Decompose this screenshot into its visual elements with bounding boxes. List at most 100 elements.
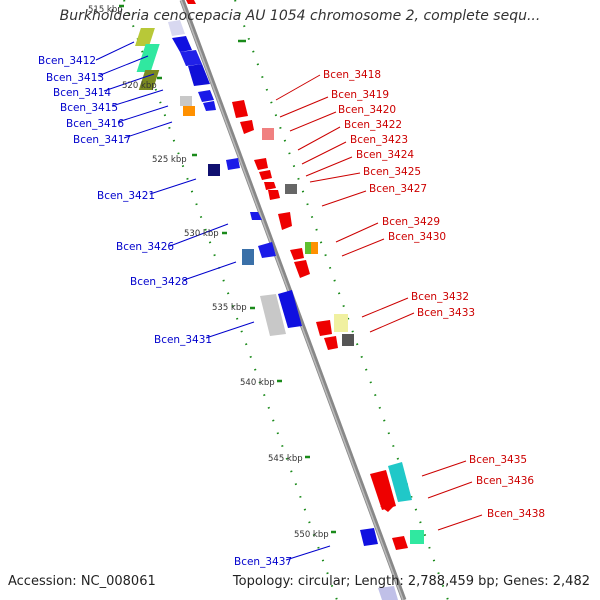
- gene-block: [388, 462, 412, 502]
- gene-block: [135, 28, 155, 46]
- gene-label[interactable]: Bcen_3431: [154, 334, 212, 346]
- page-title: Burkholderia cenocepacia AU 1054 chromos…: [59, 8, 541, 24]
- leader-line: [335, 222, 379, 243]
- gene-block: [258, 242, 276, 258]
- right-leader-lines: [275, 74, 483, 531]
- gene-block: [138, 70, 160, 90]
- gene-block: [410, 530, 424, 544]
- gene-block: [260, 294, 286, 336]
- leader-line: [309, 172, 361, 183]
- right-gene-labels: Bcen_3418 Bcen_3419 Bcen_3420 Bcen_3422 …: [323, 69, 545, 520]
- leader-line: [123, 121, 173, 139]
- gene-block: [305, 242, 311, 254]
- gene-label[interactable]: Bcen_3436: [476, 475, 534, 487]
- leader-line: [183, 261, 237, 281]
- gene-block: [278, 212, 292, 230]
- kbp-label: 540 kbp: [240, 378, 275, 388]
- kbp-label: 520 kbp: [122, 81, 157, 91]
- accession-text: Accession: NC_008061: [8, 574, 156, 589]
- gene-label[interactable]: Bcen_3416: [66, 118, 124, 130]
- gene-block: [188, 64, 210, 86]
- gene-label[interactable]: Bcen_3433: [417, 307, 475, 319]
- gene-block: [203, 101, 216, 111]
- gene-block: [242, 249, 254, 265]
- leader-line: [289, 111, 337, 132]
- gene-block: [278, 290, 302, 328]
- gene-block: [186, 0, 196, 4]
- gene-label[interactable]: Bcen_3432: [411, 291, 469, 303]
- gene-label[interactable]: Bcen_3417: [73, 134, 131, 146]
- gene-label[interactable]: Bcen_3429: [382, 216, 440, 228]
- gene-label[interactable]: Bcen_3435: [469, 454, 527, 466]
- leader-line: [275, 74, 321, 101]
- gene-label[interactable]: Bcen_3412: [38, 55, 96, 67]
- gene-label[interactable]: Bcen_3425: [363, 166, 421, 178]
- gene-block: [259, 170, 272, 180]
- gene-label[interactable]: Bcen_3423: [350, 134, 408, 146]
- gene-block: [262, 128, 274, 140]
- gene-label[interactable]: Bcen_3421: [97, 190, 155, 202]
- leader-line: [285, 545, 331, 561]
- gene-block: [136, 44, 160, 72]
- leader-line: [437, 514, 483, 531]
- left-leader-lines: [95, 41, 331, 561]
- leader-line: [421, 460, 467, 477]
- kbp-label: 515 kbp: [88, 5, 123, 15]
- leader-line: [117, 105, 169, 123]
- leader-line: [321, 190, 367, 207]
- gene-block: [198, 90, 214, 102]
- gene-block: [290, 248, 304, 260]
- gene-block: [180, 96, 192, 106]
- gene-block: [172, 36, 192, 52]
- gene-block: [294, 260, 310, 278]
- left-gene-labels: Bcen_3412 Bcen_3413 Bcen_3414 Bcen_3415 …: [38, 55, 292, 568]
- gene-label[interactable]: Bcen_3424: [356, 149, 414, 161]
- gene-block: [378, 586, 398, 600]
- leader-line: [279, 96, 329, 118]
- gene-label[interactable]: Bcen_3427: [369, 183, 427, 195]
- gene-label[interactable]: Bcen_3422: [344, 119, 402, 131]
- gene-block: [285, 184, 297, 194]
- leader-line: [427, 481, 473, 499]
- leader-line: [369, 312, 415, 333]
- gene-block: [264, 182, 276, 190]
- leader-line: [97, 55, 149, 77]
- gene-block: [254, 158, 268, 170]
- gene-label[interactable]: Bcen_3414: [53, 87, 111, 99]
- gene-label[interactable]: Bcen_3437: [234, 556, 292, 568]
- gene-block: [183, 106, 195, 116]
- gene-block: [370, 470, 396, 510]
- gene-label[interactable]: Bcen_3426: [116, 241, 174, 253]
- gene-label[interactable]: Bcen_3428: [130, 276, 188, 288]
- gene-label[interactable]: Bcen_3415: [60, 102, 118, 114]
- kbp-label: 545 kbp: [268, 454, 303, 464]
- gene-block: [360, 528, 378, 546]
- gene-label[interactable]: Bcen_3430: [388, 231, 446, 243]
- leader-line: [361, 297, 409, 318]
- gene-block: [392, 536, 408, 550]
- kbp-label: 535 kbp: [212, 303, 247, 313]
- gene-label[interactable]: Bcen_3413: [46, 72, 104, 84]
- leader-line: [169, 223, 229, 247]
- gene-block: [250, 212, 262, 220]
- kbp-label: 530 kbp: [184, 229, 219, 239]
- kbp-labels: 515 kbp 520 kbp 525 kbp 530 kbp 535 kbp …: [88, 5, 329, 540]
- leader-line: [111, 89, 164, 107]
- kbp-label: 550 kbp: [294, 530, 329, 540]
- gene-block: [334, 314, 348, 332]
- gene-label[interactable]: Bcen_3438: [487, 508, 545, 520]
- gene-block: [311, 242, 318, 254]
- gene-label[interactable]: Bcen_3418: [323, 69, 381, 81]
- leader-line: [149, 178, 197, 195]
- gene-features: [135, 0, 424, 600]
- gene-block: [324, 336, 338, 350]
- gene-label[interactable]: Bcen_3420: [338, 104, 396, 116]
- gene-block: [268, 190, 280, 200]
- genome-summary-text: Topology: circular; Length: 2,788,459 bp…: [232, 574, 590, 589]
- gene-label[interactable]: Bcen_3419: [331, 89, 389, 101]
- scale-ticks: [119, 4, 336, 534]
- leader-line: [341, 238, 385, 257]
- gene-block: [208, 164, 220, 176]
- gene-block: [180, 50, 202, 66]
